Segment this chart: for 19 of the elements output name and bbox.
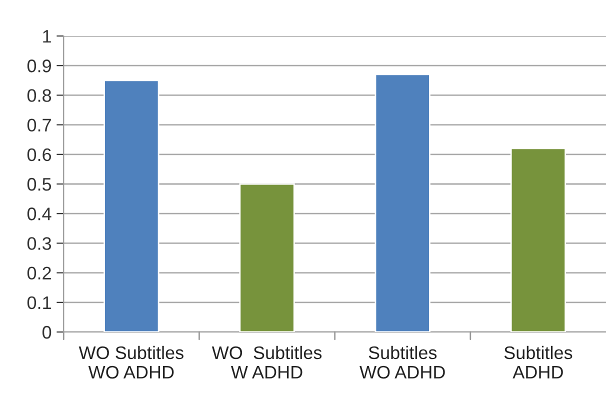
bar [104, 80, 160, 332]
y-tick-label: 0.6 [27, 148, 52, 162]
bar [374, 74, 430, 332]
y-tick-label: 0.4 [27, 208, 52, 220]
y-tick-label: 0.9 [27, 60, 51, 72]
y-tick-label: 0.7 [27, 118, 51, 132]
x-tick-label: WO Subtitles W ADHD [212, 346, 322, 378]
bar [510, 148, 566, 332]
x-tick-label: Subtitles ADHD [504, 346, 572, 378]
y-tick-label: 0 [42, 326, 52, 339]
y-tick-label: 1 [43, 30, 51, 43]
y-tick-label: 0.2 [27, 266, 51, 280]
y-tick-label: 0.5 [27, 178, 52, 191]
bar [239, 183, 295, 332]
x-tick-label: WO Subtitles WO ADHD [78, 346, 184, 379]
x-tick-label: Subtitles WO ADHD [360, 346, 445, 379]
y-tick-label: 0.3 [27, 237, 52, 250]
y-tick-label: 0.8 [27, 89, 52, 102]
y-tick-label: 0.1 [27, 296, 51, 310]
